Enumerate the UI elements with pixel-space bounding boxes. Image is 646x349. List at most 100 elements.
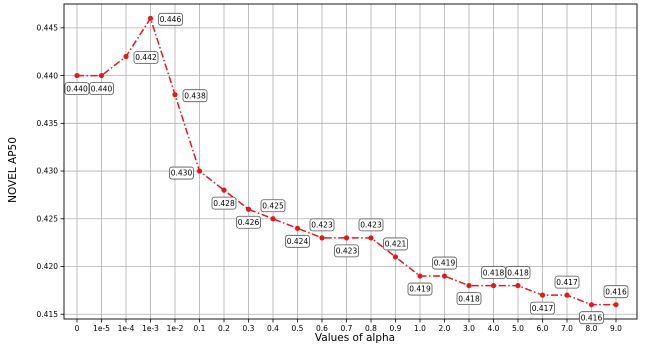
data-label-text: 0.419	[434, 259, 456, 268]
data-label: 0.442	[133, 51, 159, 64]
series-line-layer	[74, 15, 619, 308]
data-label: 0.423	[358, 218, 384, 232]
x-tick-label: 1e-2	[167, 324, 184, 333]
data-label-text: 0.418	[507, 268, 529, 277]
x-tick-label: 8.0	[586, 324, 598, 333]
data-label-box	[158, 12, 183, 26]
data-label-box	[579, 311, 604, 325]
data-label-text: 0.423	[360, 221, 382, 230]
data-label-text: 0.425	[262, 201, 284, 210]
data-label-box	[260, 199, 286, 213]
data-label-text: 0.423	[336, 247, 358, 256]
data-label-box	[133, 51, 159, 64]
plot-frame	[63, 3, 638, 320]
data-label-text: 0.416	[605, 287, 627, 296]
data-label-box	[64, 82, 90, 95]
data-point	[368, 235, 374, 241]
data-point	[147, 15, 154, 21]
data-label: 0.425	[260, 199, 286, 213]
x-tick-label: 4.0	[488, 324, 500, 333]
x-tick-label: 1e-4	[118, 324, 135, 333]
data-label-box	[456, 292, 482, 305]
data-label: 0.446	[158, 12, 183, 26]
data-point	[74, 72, 80, 79]
data-point	[539, 292, 546, 298]
x-tick-label: 0.6	[316, 324, 328, 333]
data-point	[392, 254, 399, 260]
data-label-layer: 0.440 0.440 0.442 0.446 0.438 0.430 0.428 0.426…	[64, 12, 629, 325]
data-point	[588, 302, 595, 308]
data-label: 0.417	[530, 301, 555, 315]
x-tick-label: 1.0	[414, 324, 426, 333]
series-line	[77, 16, 616, 306]
x-tick-label: 1e-5	[93, 324, 110, 333]
data-label: 0.438	[182, 89, 208, 103]
data-label-box	[285, 234, 310, 248]
data-point	[98, 72, 105, 79]
data-label: 0.419	[407, 282, 433, 296]
data-label-text: 0.426	[238, 218, 260, 227]
data-point	[172, 92, 178, 98]
data-label-box	[169, 166, 194, 180]
data-point	[221, 187, 227, 193]
data-label-text: 0.418	[483, 268, 505, 277]
data-label-box	[358, 218, 384, 232]
x-tick-label: 5.0	[512, 324, 524, 333]
data-label-box	[211, 196, 237, 210]
data-label-box	[481, 266, 506, 279]
data-point	[441, 273, 448, 279]
data-label-text: 0.424	[287, 237, 309, 246]
y-axis-title: NOVEL AP50	[7, 137, 19, 203]
y-tick-label: 0.430	[37, 167, 59, 176]
data-label-text: 0.418	[458, 294, 480, 303]
data-point	[466, 282, 472, 289]
data-label: 0.426	[236, 215, 261, 229]
x-tick-label: 6.0	[537, 324, 549, 333]
data-label: 0.419	[432, 256, 457, 270]
data-label: 0.418	[481, 266, 506, 279]
data-label: 0.418	[505, 266, 531, 279]
data-label-text: 0.423	[311, 221, 333, 230]
data-label: 0.421	[383, 237, 408, 251]
x-tick-label: 2.0	[439, 324, 451, 333]
x-tick-label: 0.3	[243, 324, 255, 333]
data-point	[123, 53, 129, 60]
data-label: 0.428	[211, 196, 237, 210]
data-point	[196, 168, 203, 174]
data-label: 0.440	[64, 82, 90, 95]
data-label: 0.416	[603, 285, 629, 299]
data-label-box	[603, 285, 629, 299]
x-tick-label: 0.9	[390, 324, 402, 333]
tick-layer: 0 1e-5 1e-4 1e-3 1e-2 0.1 0.2 0.3 0.4 0.5 0.6 0.7 0.…	[37, 24, 623, 333]
y-tick-label: 0.440	[37, 71, 59, 80]
data-label: 0.417	[554, 275, 580, 289]
data-label-box	[505, 266, 531, 279]
data-label-text: 0.440	[66, 84, 88, 93]
data-point	[515, 282, 521, 289]
data-label: 0.423	[309, 218, 335, 232]
data-point	[343, 235, 350, 241]
data-label-text: 0.417	[532, 304, 554, 313]
y-tick-label: 0.445	[37, 24, 59, 33]
x-tick-label: 1e-3	[142, 324, 159, 333]
data-label: 0.440	[89, 82, 114, 95]
y-tick-label: 0.435	[37, 119, 59, 128]
data-label-text: 0.417	[556, 278, 578, 287]
y-tick-label: 0.415	[37, 310, 59, 319]
data-label-box	[383, 237, 408, 251]
x-tick-label: 0.4	[267, 324, 279, 333]
x-tick-label: 0.8	[365, 324, 377, 333]
data-label-box	[432, 256, 457, 270]
y-tick-label: 0.425	[37, 214, 59, 223]
data-label-box	[407, 282, 433, 296]
data-label-box	[334, 244, 359, 258]
x-axis-title: Values of alpha	[315, 332, 395, 344]
data-label-text: 0.419	[409, 285, 431, 294]
data-label-text: 0.421	[385, 240, 407, 249]
data-label: 0.424	[285, 234, 310, 248]
data-label: 0.416	[579, 311, 604, 325]
data-point	[319, 235, 325, 241]
x-tick-label: 0.1	[194, 324, 206, 333]
data-point	[294, 225, 301, 231]
